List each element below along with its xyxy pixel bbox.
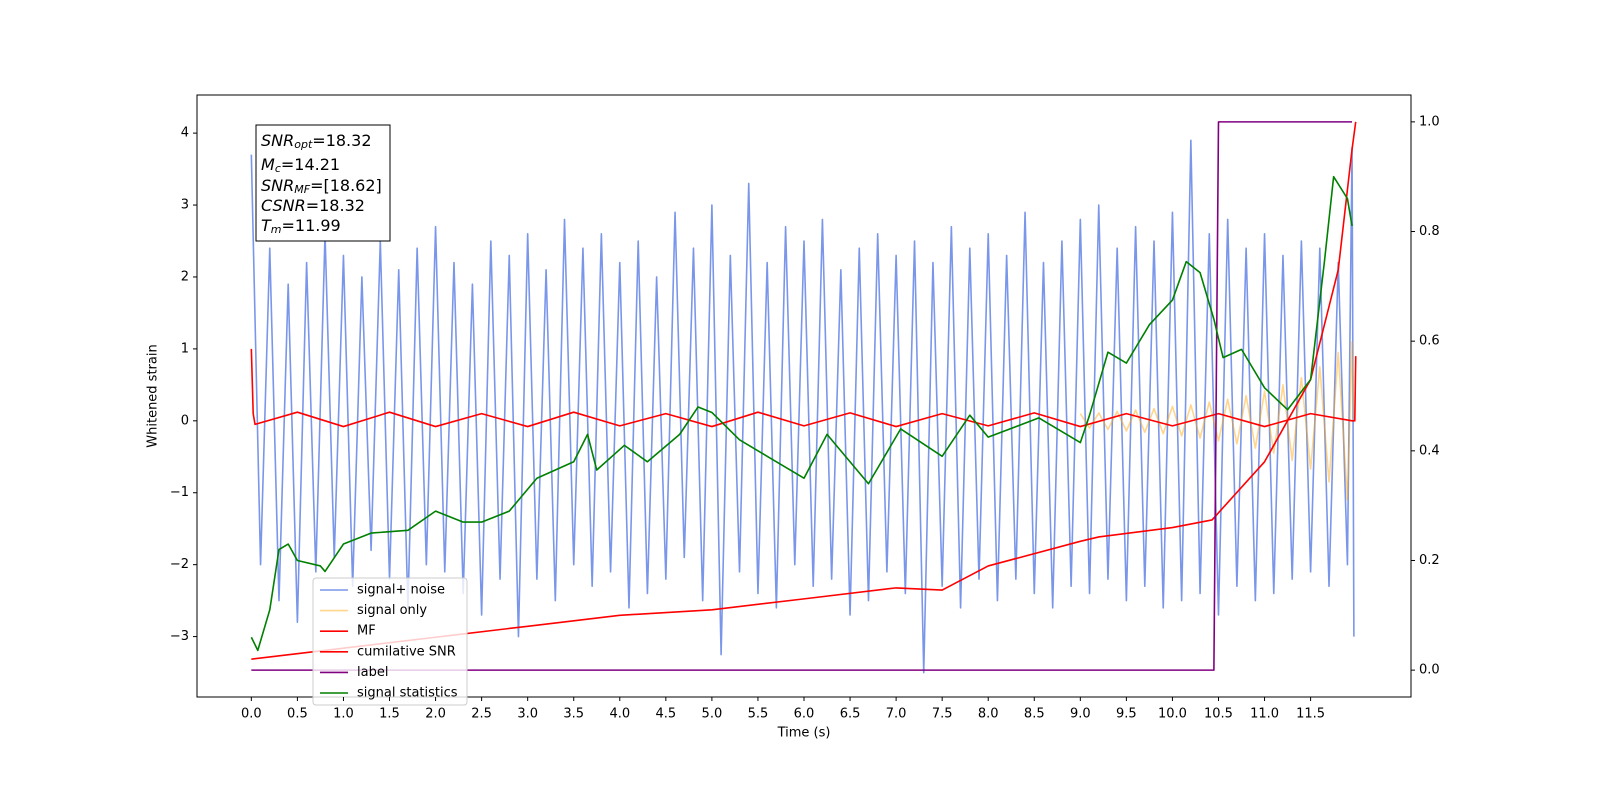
x-tick-label: 7.5	[932, 707, 953, 722]
legend-label: signal only	[357, 603, 427, 618]
x-tick-label: 10.0	[1158, 707, 1187, 722]
annotation-main: SNR	[261, 131, 294, 150]
x-tick-label: 7.0	[886, 707, 907, 722]
y-tick-label: 0	[181, 413, 189, 428]
x-tick-label: 9.5	[1116, 707, 1137, 722]
legend-label: MF	[357, 624, 376, 639]
annotation: SNRMF=[18.62]	[261, 176, 382, 197]
series-line	[250, 139, 1355, 674]
x-tick-label: 4.0	[609, 707, 630, 722]
annotation: Mc=14.21	[261, 155, 340, 176]
x-axis-label: Time (s)	[777, 726, 831, 741]
annotation: Tm=11.99	[261, 216, 341, 237]
legend-label: cumilative SNR	[357, 644, 456, 659]
y-tick-label: 3	[181, 198, 189, 213]
legend-label: signal statistics	[357, 686, 458, 701]
y-tick-label: 2	[181, 269, 189, 284]
x-tick-label: 6.5	[840, 707, 861, 722]
plot-area	[250, 121, 1357, 674]
y2-tick-label: 0.4	[1419, 443, 1440, 458]
y2-tick-label: 0.8	[1419, 224, 1440, 239]
x-tick-label: 8.5	[1024, 707, 1045, 722]
x-tick-label: 3.0	[517, 707, 538, 722]
y2-tick-label: 0.2	[1419, 553, 1440, 568]
legend-label: label	[357, 665, 388, 680]
annotation-text: =14.21	[281, 155, 340, 174]
series-line	[250, 348, 1357, 428]
annotation-main: CSNR	[261, 196, 306, 215]
x-tick-label: 5.5	[748, 707, 769, 722]
x-tick-label: 11.0	[1250, 707, 1279, 722]
x-tick-label: 2.5	[471, 707, 492, 722]
x-tick-label: 8.0	[978, 707, 999, 722]
series-line	[250, 175, 1353, 652]
x-tick-label: 1.5	[379, 707, 400, 722]
annotation-text: =11.99	[282, 216, 341, 235]
x-tick-label: 3.5	[563, 707, 584, 722]
annotation-main: T	[261, 216, 272, 235]
y-tick-label: 4	[181, 126, 189, 141]
legend-label: signal+ noise	[357, 583, 445, 598]
x-tick-label: 1.0	[333, 707, 354, 722]
x-tick-label: 6.0	[794, 707, 815, 722]
series-line	[251, 121, 1353, 671]
annotation-text: =18.32	[312, 131, 371, 150]
y2-tick-label: 0.6	[1419, 334, 1440, 349]
x-tick-label: 10.5	[1204, 707, 1233, 722]
annotation-main: SNR	[261, 176, 294, 195]
annotation-text: =18.32	[306, 196, 365, 215]
annotations: SNRopt=18.32Mc=14.21SNRMF=[18.62]CSNR=18…	[261, 131, 382, 237]
legend: signal+ noise signal only MF cumilative SNR…	[320, 583, 458, 701]
y2-tick-label: 0.0	[1419, 663, 1440, 678]
y-tick-label: −1	[170, 485, 189, 500]
x-tick-label: 9.0	[1070, 707, 1091, 722]
x-tick-label: 4.5	[655, 707, 676, 722]
annotation: CSNR=18.32	[261, 196, 365, 215]
annotation: SNRopt=18.32	[261, 131, 372, 152]
x-tick-label: 0.0	[241, 707, 262, 722]
y-axis-label: Whitened strain	[146, 344, 161, 447]
annotation-sub: opt	[294, 138, 313, 151]
y-tick-label: −2	[170, 557, 189, 572]
annotation-box	[255, 124, 391, 242]
legend-box	[312, 577, 468, 706]
x-tick-label: 11.5	[1296, 707, 1325, 722]
x-tick-label: 5.0	[702, 707, 723, 722]
annotation-sub: MF	[294, 183, 310, 196]
series-line	[1079, 340, 1355, 501]
y-tick-label: 1	[181, 341, 189, 356]
x-tick-label: 2.0	[425, 707, 446, 722]
annotation-text: =[18.62]	[310, 176, 382, 195]
annotation-sub: c	[275, 162, 281, 175]
annotation-main: M	[261, 155, 275, 174]
x-tick-label: 0.5	[287, 707, 308, 722]
y2-tick-label: 1.0	[1419, 114, 1440, 129]
annotation-sub: m	[271, 223, 282, 236]
y-tick-label: −3	[170, 629, 189, 644]
